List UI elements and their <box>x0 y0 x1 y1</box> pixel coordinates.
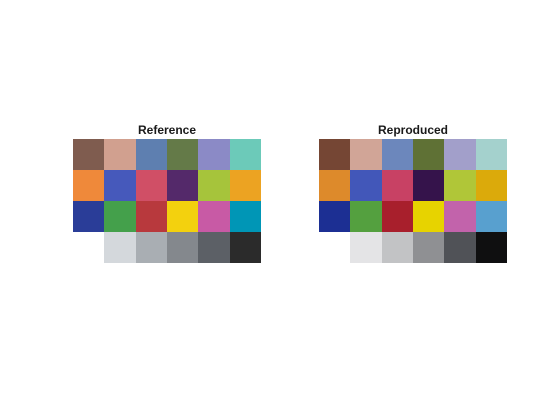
panel-title-reproduced: Reproduced <box>319 121 507 139</box>
color-swatch-21 <box>136 232 167 263</box>
color-swatch-14 <box>104 201 135 232</box>
color-swatch-18 <box>230 201 261 232</box>
color-swatch-24 <box>476 232 507 263</box>
color-swatch-15 <box>136 201 167 232</box>
color-swatch-3 <box>382 139 413 170</box>
color-swatch-2 <box>350 139 381 170</box>
color-swatch-6 <box>230 139 261 170</box>
color-swatch-17 <box>444 201 475 232</box>
color-swatch-24 <box>230 232 261 263</box>
color-swatch-4 <box>413 139 444 170</box>
color-swatch-22 <box>167 232 198 263</box>
color-swatch-6 <box>476 139 507 170</box>
panel-title-reference: Reference <box>73 121 261 139</box>
color-swatch-19 <box>73 232 104 263</box>
color-swatch-16 <box>167 201 198 232</box>
color-swatch-23 <box>444 232 475 263</box>
color-swatch-3 <box>136 139 167 170</box>
color-swatch-5 <box>444 139 475 170</box>
reference-color-grid <box>73 139 261 263</box>
reference-panel: Reference <box>73 121 261 263</box>
reproduced-color-grid <box>319 139 507 263</box>
color-swatch-1 <box>319 139 350 170</box>
color-swatch-14 <box>350 201 381 232</box>
color-swatch-5 <box>198 139 229 170</box>
color-swatch-16 <box>413 201 444 232</box>
color-swatch-4 <box>167 139 198 170</box>
color-swatch-11 <box>198 170 229 201</box>
color-swatch-17 <box>198 201 229 232</box>
color-swatch-19 <box>319 232 350 263</box>
color-swatch-10 <box>167 170 198 201</box>
reproduced-panel: Reproduced <box>319 121 507 263</box>
color-swatch-10 <box>413 170 444 201</box>
color-swatch-20 <box>104 232 135 263</box>
color-swatch-18 <box>476 201 507 232</box>
color-swatch-23 <box>198 232 229 263</box>
color-swatch-20 <box>350 232 381 263</box>
color-swatch-9 <box>136 170 167 201</box>
color-swatch-12 <box>476 170 507 201</box>
color-swatch-13 <box>73 201 104 232</box>
color-swatch-8 <box>350 170 381 201</box>
color-swatch-8 <box>104 170 135 201</box>
color-swatch-12 <box>230 170 261 201</box>
color-swatch-15 <box>382 201 413 232</box>
color-swatch-11 <box>444 170 475 201</box>
color-swatch-7 <box>73 170 104 201</box>
color-swatch-13 <box>319 201 350 232</box>
color-swatch-1 <box>73 139 104 170</box>
color-swatch-9 <box>382 170 413 201</box>
color-swatch-21 <box>382 232 413 263</box>
color-swatch-2 <box>104 139 135 170</box>
color-swatch-7 <box>319 170 350 201</box>
color-swatch-22 <box>413 232 444 263</box>
